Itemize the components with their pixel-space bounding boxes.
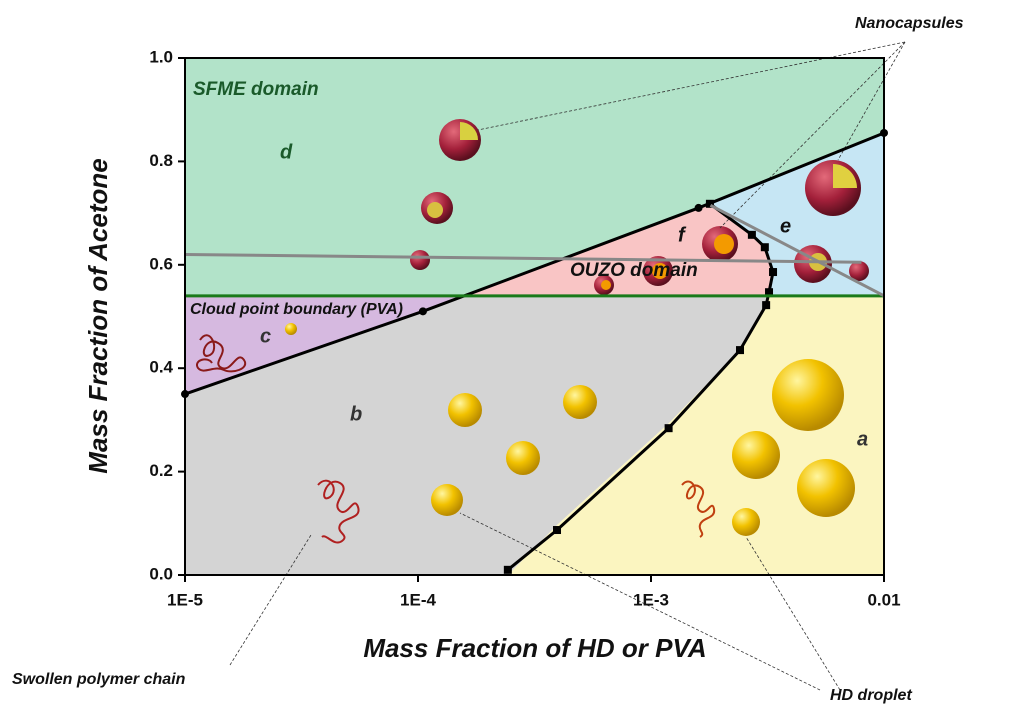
annotation: e xyxy=(780,215,791,237)
capsule xyxy=(410,250,430,270)
marker xyxy=(765,288,774,297)
marker xyxy=(553,526,562,535)
droplet xyxy=(285,323,297,335)
ouzo-region xyxy=(463,204,773,296)
droplet xyxy=(448,393,482,427)
series-line xyxy=(184,252,862,264)
capsule-core xyxy=(601,280,611,290)
sfme-region xyxy=(185,58,884,296)
annotation: b xyxy=(350,403,362,425)
annotation: OUZO domain xyxy=(570,260,698,281)
droplet xyxy=(772,359,844,431)
x-tick-label: 1E-4 xyxy=(400,590,436,609)
marker xyxy=(694,203,703,212)
capsule-core xyxy=(833,164,857,188)
plot-frame xyxy=(184,57,885,576)
capsule xyxy=(849,261,869,281)
droplet xyxy=(732,431,780,479)
y-tick-label: 0.6 xyxy=(149,254,173,273)
y-tick-label: 0.2 xyxy=(149,461,173,480)
capsule-core xyxy=(714,234,734,254)
y-tick-label: 1.0 xyxy=(149,47,173,66)
y-axis-label: Mass Fraction of Acetone xyxy=(83,158,113,473)
b-region xyxy=(185,296,768,575)
annotation: a xyxy=(857,428,868,450)
annotation: SFME domain xyxy=(193,79,319,100)
annotation: Nanocapsules xyxy=(855,15,964,32)
leader-line xyxy=(229,534,312,666)
droplet xyxy=(506,441,540,475)
leaders xyxy=(229,41,906,691)
annotation: HD droplet xyxy=(830,687,912,704)
leader-line xyxy=(477,41,906,131)
x-axis-label: Mass Fraction of HD or PVA xyxy=(363,633,706,663)
capsule-core xyxy=(652,263,668,279)
marker xyxy=(736,346,745,355)
marker xyxy=(747,230,756,239)
y-tick-label: 0.0 xyxy=(149,564,173,583)
x-tick-label: 1E-5 xyxy=(167,590,203,609)
polymer-chain xyxy=(681,480,716,538)
marker xyxy=(503,565,512,574)
marker xyxy=(418,307,427,316)
capsule-core xyxy=(460,122,478,140)
leader-line xyxy=(719,41,906,229)
series-line xyxy=(709,204,885,298)
leader-line xyxy=(459,512,821,691)
leader-line xyxy=(837,41,906,161)
droplet xyxy=(431,484,463,516)
annotation: d xyxy=(280,141,293,163)
marker xyxy=(762,301,771,310)
marker xyxy=(705,199,714,208)
polymer-chain xyxy=(317,479,360,544)
series-line xyxy=(506,202,775,571)
x-tick-label: 1E-3 xyxy=(633,590,669,609)
y-tick-label: 0.4 xyxy=(149,358,173,377)
marker xyxy=(664,424,673,433)
capsule-core xyxy=(427,202,443,218)
annotation: Cloud point boundary (PVA) xyxy=(190,301,403,318)
droplet xyxy=(797,459,855,517)
annotation: Swollen polymer chain xyxy=(12,671,186,688)
droplet xyxy=(563,385,597,419)
marker xyxy=(760,243,769,252)
annotation: f xyxy=(678,224,687,246)
annotation: c xyxy=(260,325,271,347)
y-tick-label: 0.8 xyxy=(149,151,173,170)
polymer-chain xyxy=(196,334,247,373)
droplets xyxy=(196,119,869,544)
droplet xyxy=(732,508,760,536)
marker xyxy=(769,268,778,277)
plot xyxy=(181,128,888,574)
x-tick-label: 0.01 xyxy=(867,590,900,609)
